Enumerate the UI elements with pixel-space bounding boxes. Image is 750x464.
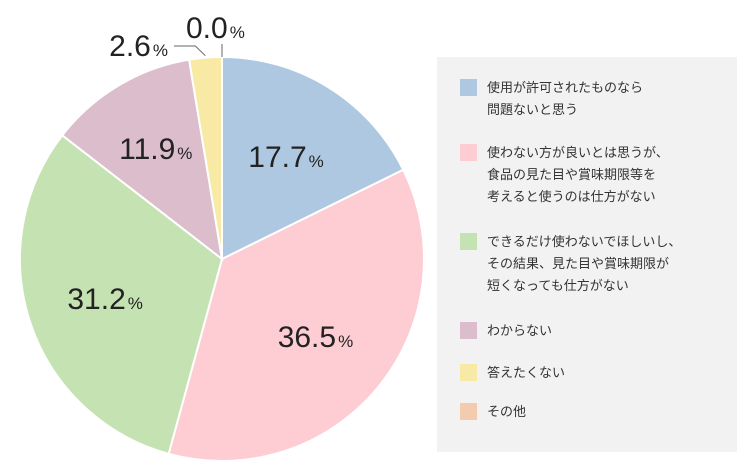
- pie-slices: [19, 55, 425, 462]
- legend-box: [437, 57, 737, 452]
- legend-swatch-1: [460, 144, 477, 161]
- legend-label-4-0: 答えたくない: [487, 365, 565, 381]
- legend-label-2-2: 短くなっても仕方がない: [487, 278, 629, 294]
- pie-slice-1: [167, 168, 425, 462]
- legend-label-1-1: 食品の見た目や賞味期限等を: [487, 167, 656, 183]
- legend-label-1-0: 使わない方が良いとは思うが、: [487, 145, 669, 161]
- legend-item-3: わからない: [460, 322, 552, 339]
- leader-lines: [174, 44, 223, 57]
- legend-swatch-5: [460, 403, 477, 420]
- slice-label-4: 2.6%: [109, 30, 168, 63]
- legend-label-2-0: できるだけ使わないでほしいし、: [487, 234, 681, 250]
- slice-label-0: 17.7%: [248, 141, 324, 174]
- slice-labels: 17.7 % 36.5 % 31.2 % 11.9 % 2.6 % 0.0%: [67, 12, 353, 354]
- legend-swatch-4: [460, 364, 477, 381]
- slice-label-2: 31.2%: [67, 283, 143, 316]
- slice-label-3: 11.9%: [119, 133, 192, 166]
- legend-swatch-2: [460, 233, 477, 250]
- legend-swatch-0: [460, 79, 477, 96]
- pie-slice-0: [221, 55, 405, 261]
- legend: 使用が許可されたものなら問題ないと思う使わない方が良いとは思うが、食品の見た目や…: [460, 79, 681, 420]
- legend-label-5-0: その他: [487, 405, 526, 420]
- pie-slice-2: [19, 133, 224, 456]
- legend-label-1-2: 考えると使うのは仕方がない: [487, 189, 656, 205]
- legend-label-3-0: わからない: [487, 324, 552, 339]
- legend-item-5: その他: [460, 403, 526, 420]
- legend-label-0-0: 使用が許可されたものなら: [487, 80, 643, 96]
- legend-swatch-3: [460, 322, 477, 339]
- legend-label-0-1: 問題ないと思う: [487, 103, 578, 118]
- leader-line-4: [174, 45, 206, 57]
- slice-label-1: 36.5%: [278, 321, 354, 354]
- slice-label-5: 0.0%: [186, 12, 245, 45]
- pie-slice-3: [60, 58, 224, 262]
- legend-label-2-1: その結果、見た目や賞味期限が: [487, 257, 669, 272]
- legend-item-4: 答えたくない: [460, 364, 565, 381]
